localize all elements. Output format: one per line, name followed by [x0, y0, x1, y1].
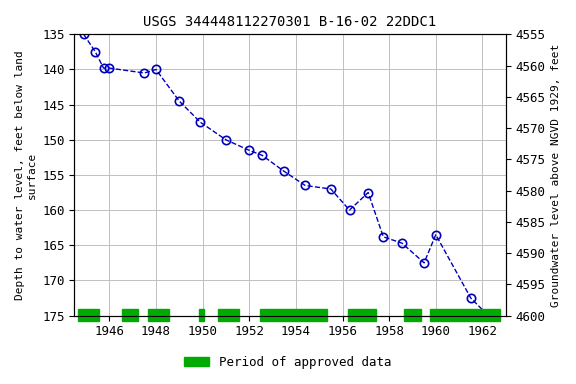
Bar	[430, 308, 500, 321]
Bar	[218, 308, 239, 321]
Bar	[404, 308, 420, 321]
Y-axis label: Depth to water level, feet below land
surface: Depth to water level, feet below land su…	[15, 50, 37, 300]
Bar	[260, 308, 327, 321]
Bar	[78, 308, 99, 321]
Title: USGS 344448112270301 B-16-02 22DDC1: USGS 344448112270301 B-16-02 22DDC1	[143, 15, 437, 29]
Bar	[148, 308, 169, 321]
Y-axis label: Groundwater level above NGVD 1929, feet: Groundwater level above NGVD 1929, feet	[551, 43, 561, 306]
Bar	[348, 308, 376, 321]
Bar	[199, 308, 204, 321]
Legend: Period of approved data: Period of approved data	[179, 351, 397, 374]
Bar	[122, 308, 138, 321]
